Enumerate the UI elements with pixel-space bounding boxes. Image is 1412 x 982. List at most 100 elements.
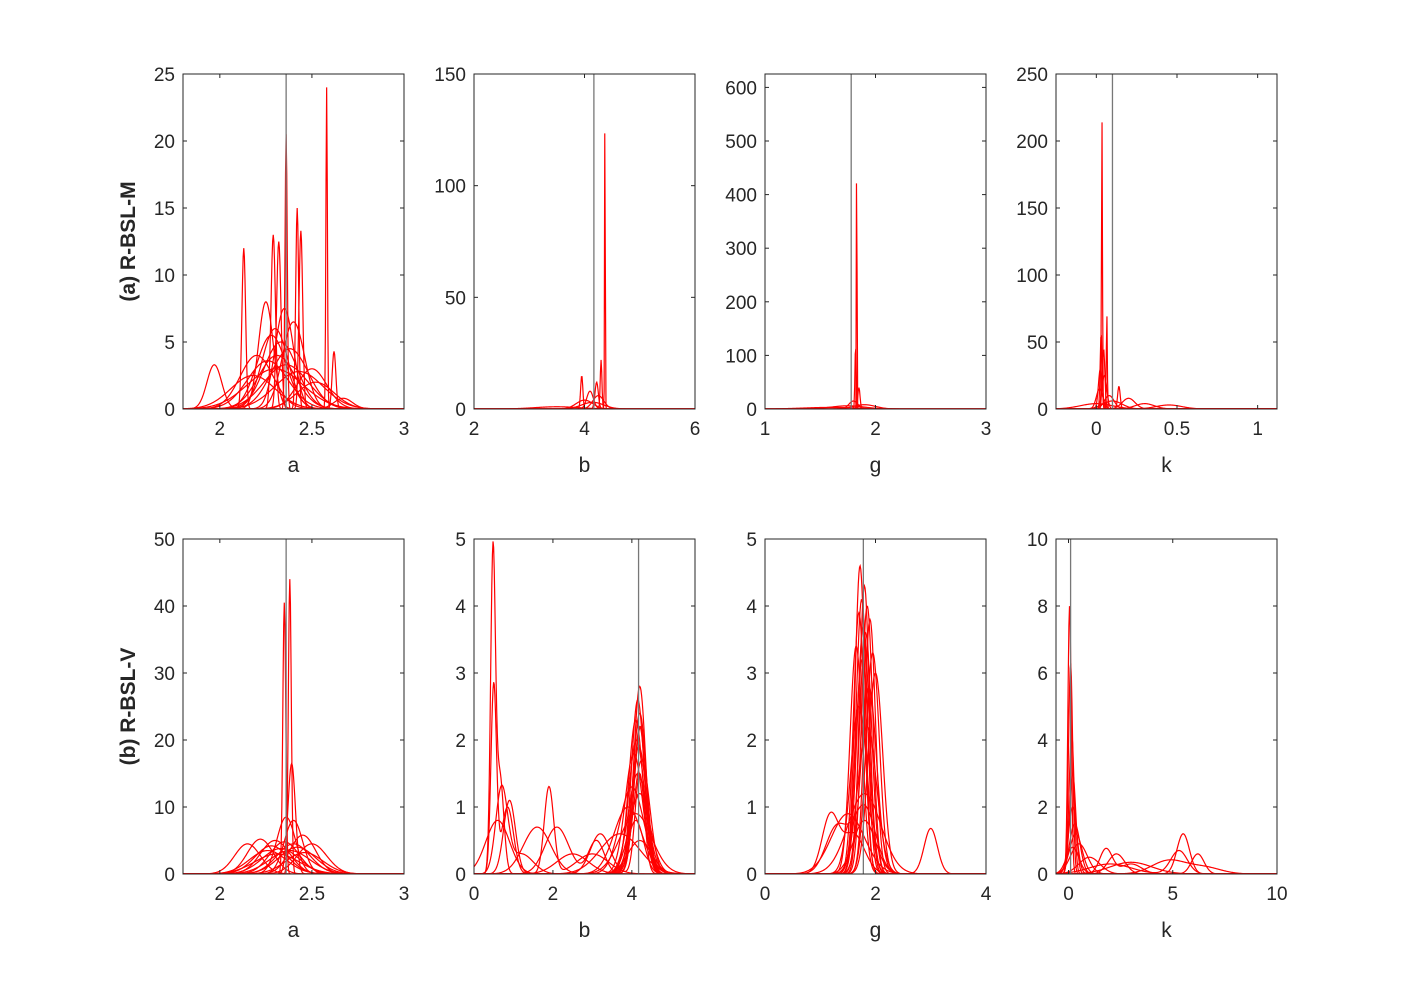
density-curve-21	[474, 792, 695, 874]
density-curve-5	[474, 785, 695, 874]
panel-1: 2 2.5 3 0 5 10 15 20 25 a (a) R-BSL-M	[117, 65, 409, 477]
y-tick-label: 0	[455, 400, 466, 421]
x-axis-label: a	[288, 919, 300, 942]
x-tick-label: 5	[1167, 884, 1178, 905]
density-curve-2	[765, 348, 986, 409]
density-curve-7	[1056, 833, 1277, 874]
density-curve-24	[474, 833, 695, 874]
density-curve-2	[1056, 335, 1277, 409]
series-group	[474, 541, 695, 874]
density-curve-2	[474, 682, 695, 874]
axes-box	[182, 538, 405, 875]
x-axis-label: a	[288, 454, 300, 477]
axes-box	[473, 73, 696, 410]
row-label: (b) R-BSL-V	[117, 648, 140, 766]
x-tick-label: 2.5	[299, 419, 325, 440]
density-curve-24	[183, 374, 404, 409]
density-curve-4	[1056, 316, 1277, 409]
axes-box	[1055, 73, 1278, 410]
density-curve-6	[765, 617, 986, 874]
density-curve-10	[183, 843, 404, 874]
y-tick-label: 2	[1037, 798, 1048, 819]
axes-box	[473, 538, 696, 875]
panel-4: 0 0.5 1 0 50 100 150 200 250 k	[1016, 65, 1278, 477]
x-tick-label: 1	[760, 419, 771, 440]
panel-7: 0 2 4 0 1 2 3 4 5 g	[746, 530, 991, 942]
y-tick-label: 40	[154, 597, 175, 618]
y-tick-label: 0	[1037, 865, 1048, 886]
x-tick-label: 2	[548, 884, 559, 905]
density-curve-14	[474, 725, 695, 874]
x-tick-label: 10	[1266, 884, 1287, 905]
density-curve-9	[1056, 395, 1277, 409]
y-tick-label: 0	[1037, 400, 1048, 421]
y-tick-label: 250	[1016, 65, 1048, 86]
density-curve-14	[1056, 861, 1277, 874]
density-curve-6	[183, 230, 404, 409]
x-tick-label: 2	[469, 419, 480, 440]
x-tick-label: 2.5	[299, 884, 325, 905]
x-tick-label: 2	[215, 884, 226, 905]
y-tick-label: 500	[725, 132, 757, 153]
density-curve-10	[183, 321, 404, 409]
panel-3: 1 2 3 0 100 200 300 400 500 600 g	[725, 73, 991, 477]
y-tick-label: 10	[1027, 530, 1048, 551]
y-tick-label: 8	[1037, 597, 1048, 618]
density-curve-3	[183, 761, 404, 874]
density-curve-18	[183, 354, 404, 409]
y-tick-label: 15	[154, 199, 175, 220]
y-tick-label: 50	[445, 288, 466, 309]
y-tick-label: 200	[1016, 132, 1048, 153]
density-curve-3	[1056, 349, 1277, 409]
density-curve-1	[1056, 606, 1277, 874]
density-curve-4	[183, 816, 404, 874]
density-curve-11	[1056, 400, 1277, 409]
density-curve-9	[765, 652, 986, 874]
density-curve-2	[1056, 663, 1277, 874]
y-tick-label: 0	[164, 400, 175, 421]
density-curve-14	[1056, 403, 1277, 409]
series-group	[1056, 606, 1277, 874]
panel-2: 2 4 6 0 50 100 150 b	[434, 65, 700, 477]
density-curve-11	[474, 698, 695, 874]
x-axis-label: g	[870, 919, 882, 942]
y-tick-label: 4	[746, 597, 757, 618]
y-tick-label: 2	[746, 731, 757, 752]
density-curve-10	[474, 685, 695, 874]
density-curve-8	[1056, 388, 1277, 409]
panel-8: 0 5 10 0 2 4 6 8 10 k	[1027, 530, 1288, 942]
density-curve-4	[765, 605, 986, 874]
density-curve-25	[474, 839, 695, 874]
y-tick-label: 0	[746, 400, 757, 421]
y-tick-label: 1	[746, 798, 757, 819]
density-curve-1	[1056, 122, 1277, 409]
x-tick-label: 4	[981, 884, 992, 905]
density-curve-10	[1056, 853, 1277, 874]
density-curve-15	[765, 726, 986, 874]
density-curve-15	[1056, 849, 1277, 874]
x-axis-label: g	[870, 454, 882, 477]
density-curve-5	[1056, 806, 1277, 874]
density-curve-19	[183, 364, 404, 409]
density-curve-18	[474, 759, 695, 874]
density-curve-2	[474, 359, 695, 409]
x-tick-label: 0.5	[1164, 419, 1190, 440]
density-curve-9	[474, 725, 695, 874]
density-curve-5	[1056, 367, 1277, 409]
y-tick-label: 150	[1016, 199, 1048, 220]
density-curve-1	[474, 541, 695, 874]
y-tick-label: 50	[154, 530, 175, 551]
y-tick-label: 2	[455, 731, 466, 752]
density-curve-13	[474, 719, 695, 874]
density-curve-5	[183, 819, 404, 874]
panel-6: 0 2 4 0 1 2 3 4 5 b	[455, 530, 696, 942]
y-tick-label: 5	[455, 530, 466, 551]
y-tick-label: 5	[164, 333, 175, 354]
series-group	[1056, 122, 1277, 409]
axes-box	[764, 73, 987, 410]
y-tick-label: 20	[154, 132, 175, 153]
series-group	[183, 579, 404, 874]
density-curve-15	[474, 739, 695, 874]
density-curve-13	[1056, 859, 1277, 874]
